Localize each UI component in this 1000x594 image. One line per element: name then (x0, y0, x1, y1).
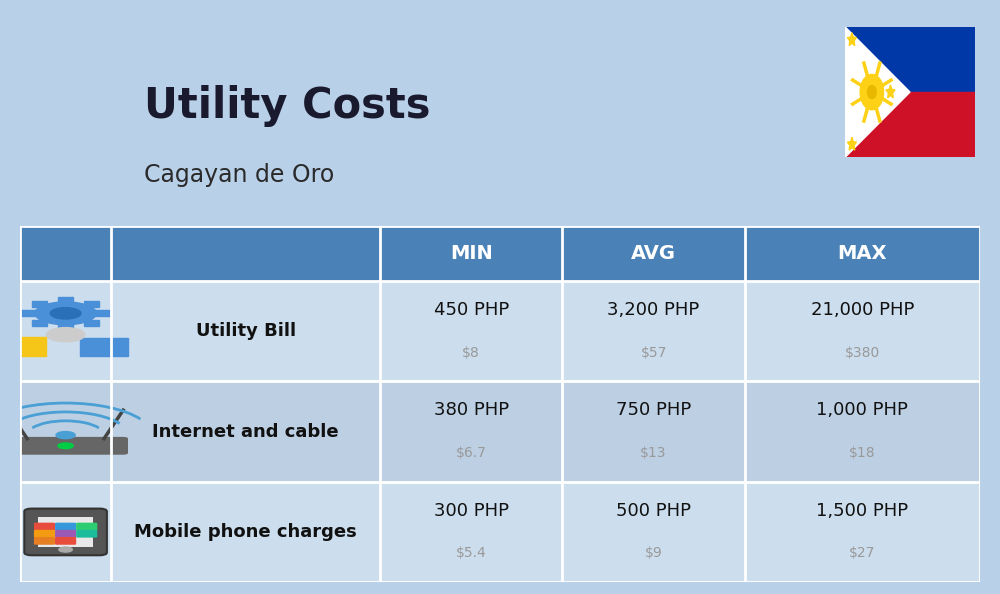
Bar (84, 301, 99, 307)
FancyBboxPatch shape (3, 437, 128, 455)
Text: $8: $8 (462, 346, 480, 359)
Bar (58, 297, 73, 303)
Bar (94, 311, 110, 316)
Text: Utility Costs: Utility Costs (144, 85, 431, 127)
FancyBboxPatch shape (20, 226, 980, 281)
Circle shape (58, 443, 73, 448)
Text: Internet and cable: Internet and cable (152, 422, 339, 441)
FancyBboxPatch shape (76, 523, 97, 530)
Polygon shape (845, 27, 975, 157)
Text: 300 PHP: 300 PHP (434, 501, 509, 520)
Bar (32, 320, 47, 326)
Text: Utility Bill: Utility Bill (196, 322, 296, 340)
Bar (80, 339, 128, 356)
Text: Mobile phone charges: Mobile phone charges (134, 523, 357, 541)
Text: $57: $57 (640, 346, 667, 359)
Text: Cagayan de Oro: Cagayan de Oro (144, 163, 335, 187)
Text: 380 PHP: 380 PHP (434, 401, 509, 419)
Polygon shape (886, 85, 895, 98)
Text: 1,000 PHP: 1,000 PHP (816, 401, 908, 419)
FancyBboxPatch shape (34, 537, 55, 545)
Text: $13: $13 (640, 446, 667, 460)
Bar (3, 336, 46, 356)
Circle shape (860, 74, 884, 110)
Circle shape (35, 302, 96, 325)
Text: $6.7: $6.7 (456, 446, 487, 460)
FancyBboxPatch shape (20, 281, 980, 381)
Circle shape (56, 432, 75, 439)
FancyBboxPatch shape (55, 537, 76, 545)
FancyBboxPatch shape (38, 517, 93, 547)
Text: 1,500 PHP: 1,500 PHP (816, 501, 908, 520)
Text: $380: $380 (845, 346, 880, 359)
Text: $9: $9 (645, 546, 662, 560)
Polygon shape (847, 33, 856, 46)
Circle shape (59, 547, 72, 552)
Text: AVG: AVG (631, 244, 676, 263)
FancyBboxPatch shape (76, 530, 97, 538)
Text: $27: $27 (849, 546, 876, 560)
Text: 500 PHP: 500 PHP (616, 501, 691, 520)
Circle shape (868, 86, 876, 99)
Bar (58, 324, 73, 330)
Text: MIN: MIN (450, 244, 493, 263)
Text: MAX: MAX (838, 244, 887, 263)
FancyBboxPatch shape (55, 523, 76, 530)
FancyBboxPatch shape (34, 523, 55, 530)
FancyBboxPatch shape (24, 508, 107, 555)
FancyBboxPatch shape (55, 530, 76, 538)
Text: 21,000 PHP: 21,000 PHP (811, 301, 914, 319)
Bar (84, 320, 99, 326)
Text: $18: $18 (849, 446, 876, 460)
Text: 450 PHP: 450 PHP (434, 301, 509, 319)
Text: $5.4: $5.4 (456, 546, 487, 560)
Bar (32, 301, 47, 307)
Text: 3,200 PHP: 3,200 PHP (607, 301, 700, 319)
Text: 750 PHP: 750 PHP (616, 401, 691, 419)
Polygon shape (847, 137, 856, 150)
FancyBboxPatch shape (20, 381, 980, 482)
FancyBboxPatch shape (34, 530, 55, 538)
Polygon shape (845, 27, 975, 92)
Circle shape (46, 328, 85, 342)
Polygon shape (845, 92, 975, 157)
Bar (21, 311, 37, 316)
Circle shape (50, 308, 81, 319)
Polygon shape (845, 27, 910, 157)
FancyBboxPatch shape (20, 482, 980, 582)
